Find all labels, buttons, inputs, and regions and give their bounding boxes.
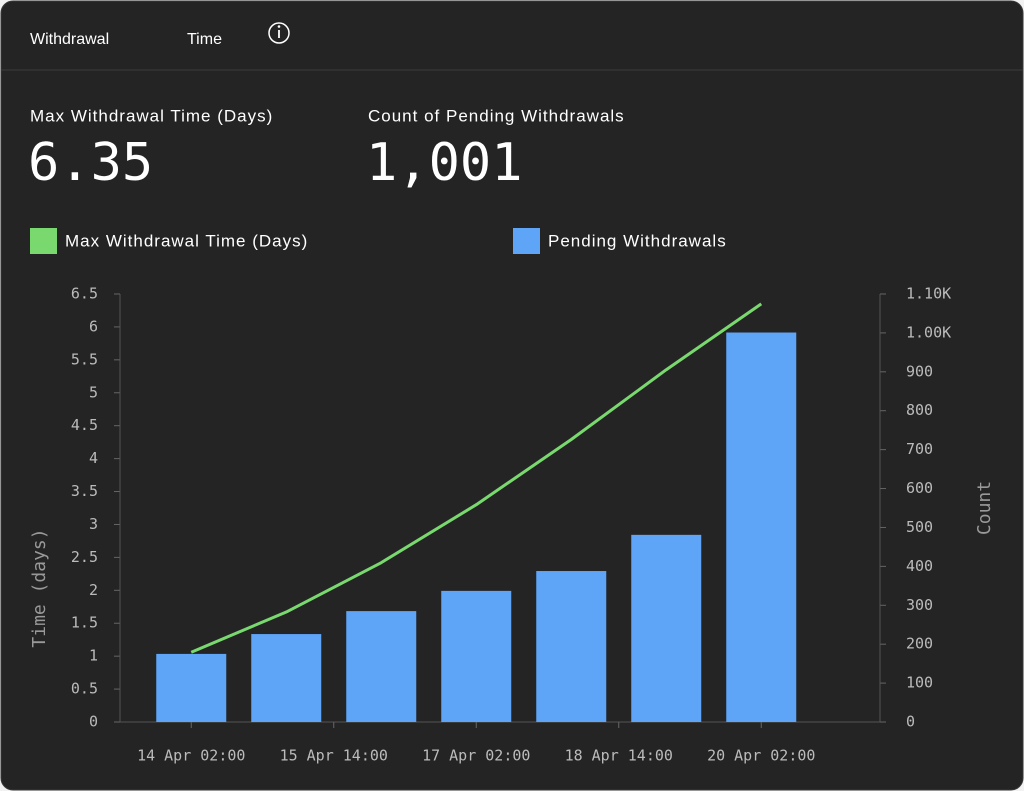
line <box>190 302 763 654</box>
x-tick-label: 18 Apr 14:00 <box>565 747 673 765</box>
legend-label: Pending Withdrawals <box>548 231 727 250</box>
x-tick-label: 15 Apr 14:00 <box>280 747 388 765</box>
x-tick-label: 17 Apr 02:00 <box>422 747 530 765</box>
y2-tick-label: 400 <box>906 557 933 575</box>
info-icon[interactable] <box>268 22 290 44</box>
y2-tick-label: 900 <box>906 362 933 380</box>
y2-tick-label: 600 <box>906 479 933 497</box>
y-tick-label: 6.5 <box>71 285 98 303</box>
y-tick-label: 3.5 <box>71 482 98 500</box>
y2-tick-label: 200 <box>906 635 933 653</box>
stat-label: Count of Pending Withdrawals <box>368 106 625 125</box>
bar <box>726 332 797 722</box>
bar <box>346 611 417 722</box>
bar <box>631 534 702 722</box>
y-tick-label: 3 <box>89 515 98 533</box>
y-tick-label: 2 <box>89 581 98 599</box>
y-tick-label: 1.5 <box>71 614 98 632</box>
legend-swatch <box>30 228 57 254</box>
bar <box>536 571 607 722</box>
x-tick-label: 14 Apr 02:00 <box>137 747 245 765</box>
y2-tick-label: 1.00K <box>906 323 951 341</box>
legend-swatch <box>513 228 540 254</box>
y2-tick-label: 700 <box>906 440 933 458</box>
legend-label: Max Withdrawal Time (Days) <box>65 231 308 250</box>
stat-value: 1,001 <box>366 133 523 193</box>
stat-label: Max Withdrawal Time (Days) <box>30 106 273 125</box>
y2-tick-label: 0 <box>906 713 915 731</box>
tab[interactable]: Withdrawal <box>30 31 109 48</box>
y-tick-label: 0.5 <box>71 680 98 698</box>
x-tick-label: 20 Apr 02:00 <box>707 747 815 765</box>
y-axis-label: Time (days) <box>29 528 50 647</box>
y2-tick-label: 500 <box>906 518 933 536</box>
y2-tick-label: 100 <box>906 674 933 692</box>
y-tick-label: 5 <box>89 383 98 401</box>
y2-tick-label: 300 <box>906 596 933 614</box>
bar <box>441 590 512 722</box>
y2-tick-label: 1.10K <box>906 285 951 303</box>
y-tick-label: 4.5 <box>71 416 98 434</box>
y-tick-label: 1 <box>89 647 98 665</box>
y-tick-label: 4 <box>89 449 98 467</box>
y-tick-label: 0 <box>89 713 98 731</box>
y2-axis-label: Count <box>974 481 995 535</box>
bar <box>156 653 227 722</box>
tab[interactable]: Time <box>187 31 222 48</box>
bar <box>251 634 322 722</box>
y2-tick-label: 800 <box>906 401 933 419</box>
y-tick-label: 6 <box>89 317 98 335</box>
y-tick-label: 2.5 <box>71 548 98 566</box>
stat-value: 6.35 <box>28 133 153 193</box>
y-tick-label: 5.5 <box>71 350 98 368</box>
